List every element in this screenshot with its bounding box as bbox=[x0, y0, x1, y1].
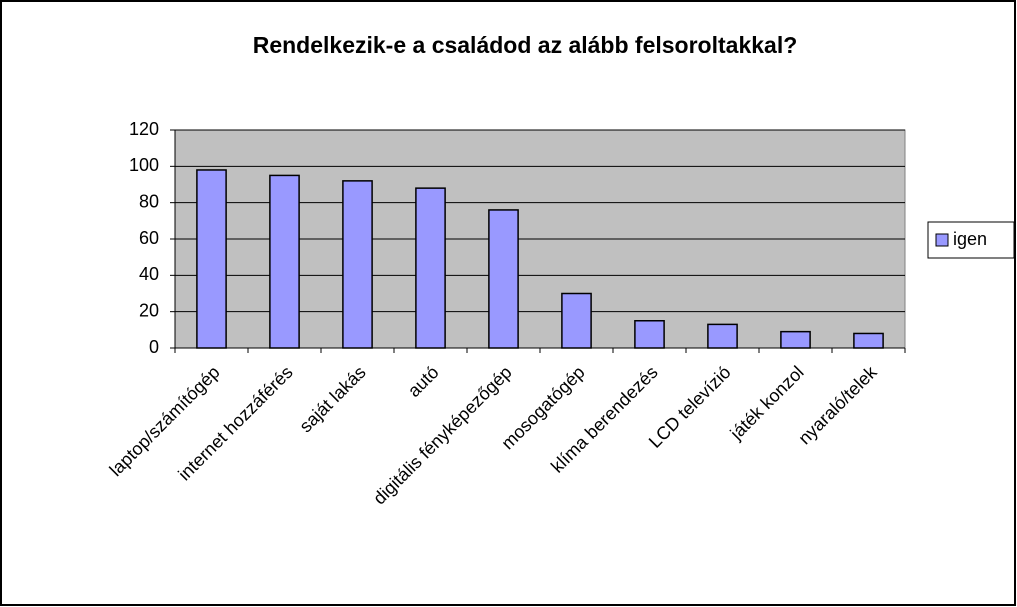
y-tick-label: 100 bbox=[129, 155, 159, 175]
bar bbox=[488, 209, 519, 349]
y-tick-label: 80 bbox=[139, 191, 159, 211]
chart-title: Rendelkezik-e a családod az alább felsor… bbox=[253, 32, 798, 58]
bar bbox=[707, 323, 738, 349]
bar bbox=[415, 187, 446, 349]
bar bbox=[561, 292, 592, 349]
y-tick-label: 60 bbox=[139, 228, 159, 248]
bar bbox=[269, 174, 300, 349]
y-tick-label: 0 bbox=[149, 337, 159, 357]
bar bbox=[634, 320, 665, 349]
legend-swatch bbox=[935, 233, 949, 247]
y-tick-label: 20 bbox=[139, 300, 159, 320]
y-tick-label: 120 bbox=[129, 119, 159, 139]
y-tick-label: 40 bbox=[139, 264, 159, 284]
bar bbox=[196, 169, 227, 349]
bar bbox=[780, 330, 811, 349]
bar bbox=[342, 180, 373, 349]
legend-label: igen bbox=[953, 229, 987, 249]
bar bbox=[853, 332, 884, 349]
